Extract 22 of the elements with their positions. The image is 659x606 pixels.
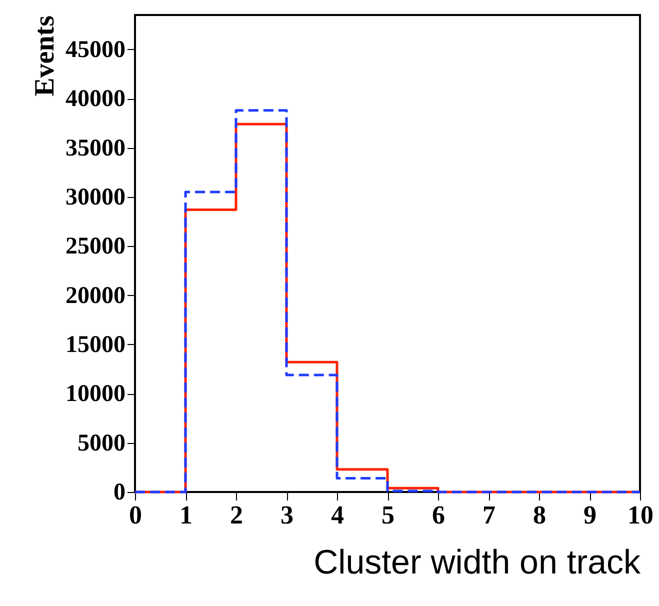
y-tick-label: 20000 <box>66 282 126 309</box>
x-tick-label: 7 <box>482 500 496 530</box>
x-tick-label: 1 <box>180 500 192 530</box>
x-tick-label: 3 <box>280 500 294 530</box>
y-tick-label: 10000 <box>66 381 126 408</box>
x-axis-title: Cluster width on track <box>314 544 642 582</box>
y-tick-label: 5000 <box>78 430 126 456</box>
y-tick-label: 15000 <box>66 332 126 358</box>
y-tick-label: 30000 <box>66 184 126 210</box>
y-tick-label: 40000 <box>66 86 126 112</box>
y-tick-label: 25000 <box>66 234 126 260</box>
y-axis-title: Events <box>30 15 60 96</box>
y-tick-label: 0 <box>114 480 126 506</box>
x-tick-label: 5 <box>382 500 394 530</box>
x-tick-label: 2 <box>230 500 243 530</box>
y-tick-label: 45000 <box>66 36 126 63</box>
x-tick-label: 9 <box>584 500 596 530</box>
x-tick-label: 4 <box>331 500 344 530</box>
x-tick-label: 6 <box>432 500 445 530</box>
y-tick-label: 35000 <box>66 135 126 162</box>
x-tick-label: 8 <box>533 500 546 530</box>
x-tick-label: 10 <box>628 500 654 530</box>
